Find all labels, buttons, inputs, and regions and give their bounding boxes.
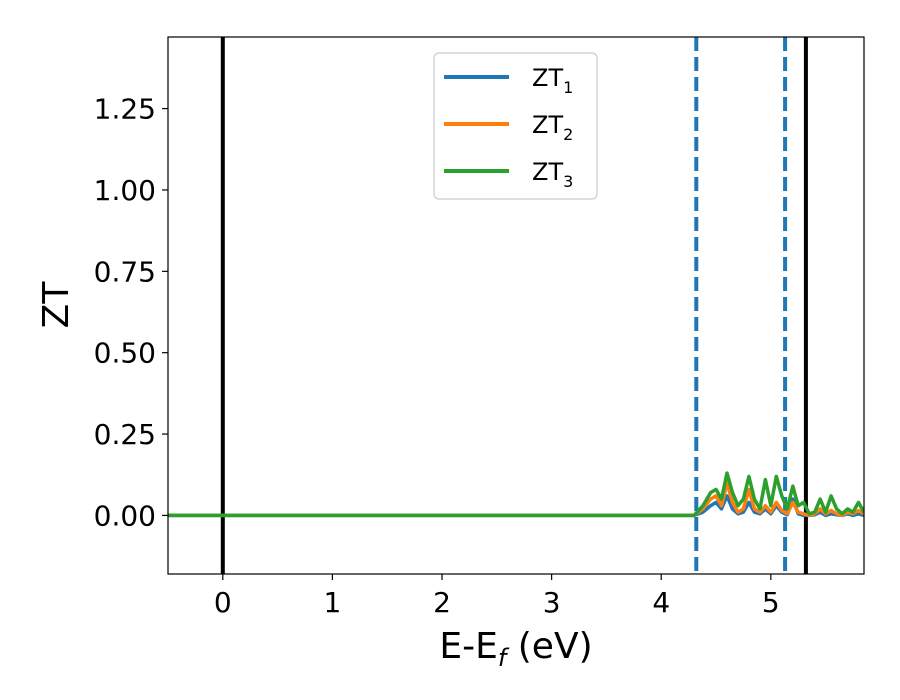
x-axis-title: E-Ef (eV)	[439, 626, 592, 672]
x-tick-label: 4	[652, 586, 670, 619]
y-tick-label: 1.00	[94, 174, 156, 207]
y-axis-title: ZT	[36, 281, 77, 329]
x-tick-label: 0	[214, 586, 232, 619]
series-line-2	[168, 481, 864, 518]
y-axis: 0.00 0.25 0.50 0.75 1.00 1.25	[94, 93, 168, 532]
legend: ZT1 ZT2 ZT3	[433, 52, 598, 200]
x-tick-label: 3	[543, 586, 561, 619]
series-layer	[168, 471, 864, 518]
legend-label-3: ZT3	[532, 158, 573, 191]
series-line-3	[168, 471, 864, 518]
y-tick-label: 1.25	[94, 93, 156, 126]
plot-frame	[167, 36, 865, 575]
x-axis: 0 1 2 3 4 5	[214, 574, 780, 619]
x-tick-label: 5	[762, 586, 780, 619]
x-tick-label: 1	[323, 586, 341, 619]
y-tick-label: 0.25	[94, 418, 156, 451]
y-tick-label: 0.00	[94, 499, 156, 532]
legend-label-1: ZT1	[532, 64, 573, 97]
y-tick-label: 0.50	[94, 337, 156, 370]
legend-box	[433, 52, 598, 200]
legend-label-2: ZT2	[532, 111, 573, 144]
y-tick-label: 0.75	[94, 255, 156, 288]
x-tick-label: 2	[433, 586, 451, 619]
reference-lines	[220, 37, 808, 574]
